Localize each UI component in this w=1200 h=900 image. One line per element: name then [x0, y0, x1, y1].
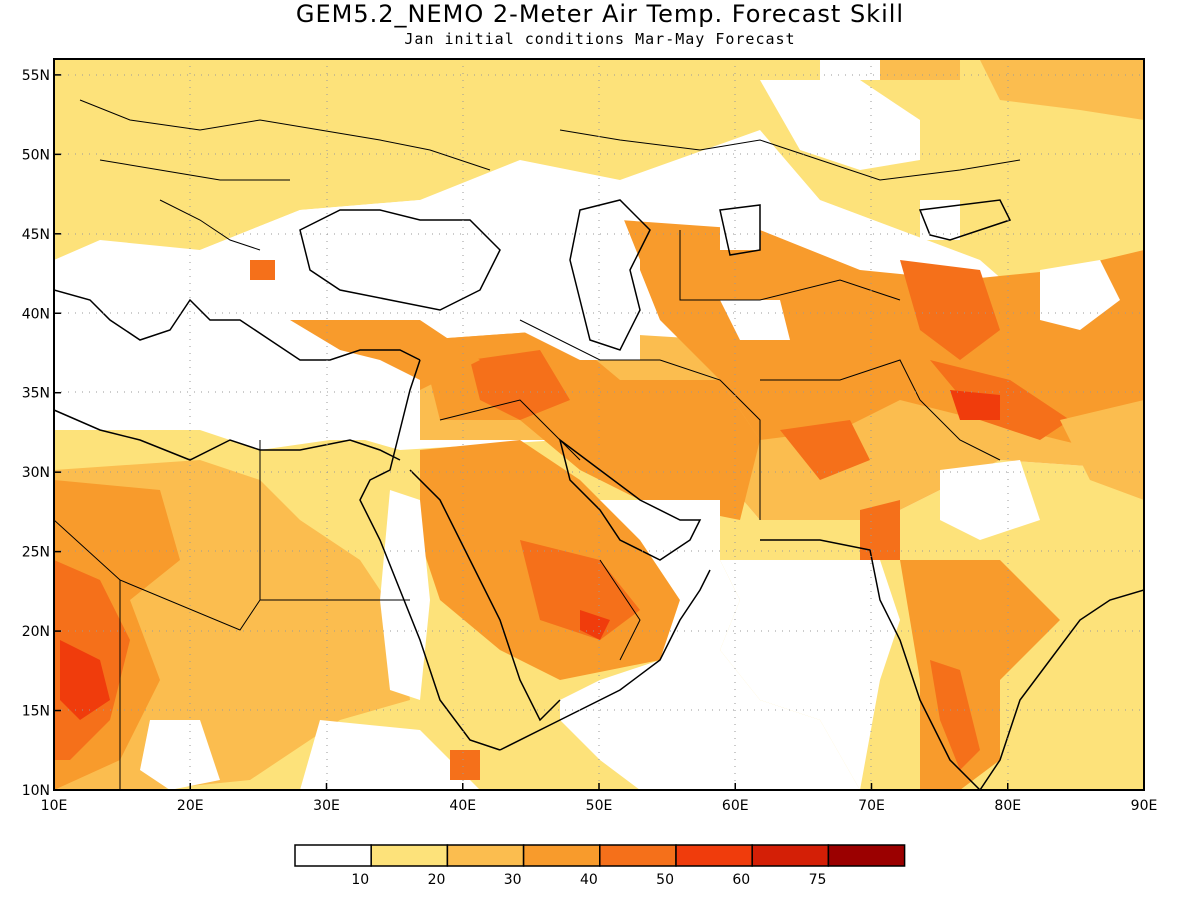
colorbar-swatch [675, 844, 753, 867]
colorbar-swatch [370, 844, 449, 867]
y-tick-label: 40N [22, 306, 50, 322]
colorbar-label: 60 [732, 872, 750, 888]
colorbar-swatch [294, 844, 372, 867]
colorbar-label: 30 [504, 872, 522, 888]
colorbar-label: 50 [656, 872, 674, 888]
colorbar-swatch [446, 844, 525, 867]
colorbar-label: 75 [809, 872, 827, 888]
x-tick-label: 90E [1131, 798, 1158, 814]
x-tick-label: 80E [994, 798, 1021, 814]
colorbar-swatch [827, 844, 906, 867]
y-tick-label: 20N [22, 624, 50, 640]
map-title: GEM5.2_NEMO 2-Meter Air Temp. Forecast S… [295, 0, 905, 28]
x-tick-label: 70E [858, 798, 885, 814]
y-tick-label: 25N [22, 545, 50, 561]
x-tick-label: 30E [313, 798, 340, 814]
colorbar-label: 40 [580, 872, 598, 888]
map-subtitle: Jan initial conditions Mar-May Forecast [404, 30, 796, 48]
colorbar-label: 20 [428, 872, 446, 888]
x-axis: 10E 20E 30E 40E 50E 60E 70E 80E 90E [41, 783, 1158, 814]
y-tick-label: 50N [22, 147, 50, 163]
y-tick-label: 10N [22, 783, 50, 799]
coastlines [54, 99, 1144, 790]
y-tick-label: 30N [22, 465, 50, 481]
colorbar-label: 10 [351, 872, 369, 888]
colorbar: 10 20 30 40 50 60 75 [294, 844, 906, 888]
colorbar-swatch [599, 844, 677, 867]
y-tick-label: 15N [22, 704, 50, 720]
y-tick-label: 35N [22, 386, 50, 402]
x-tick-label: 40E [449, 798, 476, 814]
colorbar-swatch [522, 844, 601, 867]
x-tick-label: 60E [722, 798, 749, 814]
graticule [54, 59, 1144, 790]
x-tick-label: 50E [586, 798, 613, 814]
x-tick-label: 10E [41, 798, 68, 814]
skill-shading [54, 59, 1144, 790]
x-tick-label: 20E [177, 798, 204, 814]
y-tick-label: 45N [22, 227, 50, 243]
colorbar-swatch [751, 844, 830, 867]
y-axis: 10N 15N 20N 25N 30N 35N 40N 45N 50N 55N [22, 68, 61, 799]
y-tick-label: 55N [22, 68, 50, 84]
